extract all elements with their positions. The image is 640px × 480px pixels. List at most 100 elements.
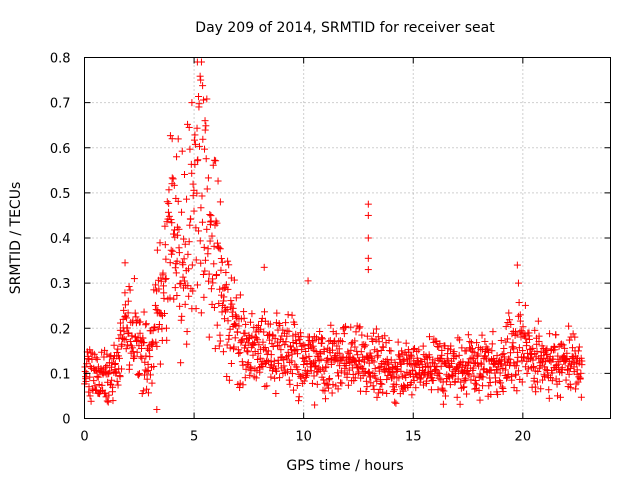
data-point [192, 256, 200, 264]
data-point [465, 358, 473, 366]
data-point [456, 336, 464, 344]
data-point [191, 161, 199, 169]
data-point [244, 339, 252, 347]
x-tick-label: 5 [190, 430, 198, 445]
data-point [98, 381, 106, 389]
data-point [140, 371, 148, 379]
data-point [383, 376, 391, 384]
data-point [184, 250, 192, 258]
data-point [342, 322, 350, 330]
data-point [260, 328, 268, 336]
data-point [356, 323, 364, 331]
data-point [458, 363, 466, 371]
data-point [282, 338, 290, 346]
data-point [488, 340, 496, 348]
data-point [155, 320, 163, 328]
data-point [196, 237, 204, 245]
data-point [204, 245, 212, 253]
data-point [485, 382, 493, 390]
data-point [384, 359, 392, 367]
data-point [466, 338, 474, 346]
data-point [115, 354, 123, 362]
data-point [537, 385, 545, 393]
data-point [408, 352, 416, 360]
data-point [281, 341, 289, 349]
data-point [513, 261, 521, 269]
data-point [391, 398, 399, 406]
data-point [379, 343, 387, 351]
data-point [191, 131, 199, 139]
data-point [334, 385, 342, 393]
data-point [179, 273, 187, 281]
data-point [548, 369, 556, 377]
data-point [195, 92, 203, 100]
x-tick-label: 20 [515, 430, 532, 445]
data-point [241, 374, 249, 382]
data-point [133, 348, 141, 356]
data-point [340, 330, 348, 338]
data-point [140, 338, 148, 346]
data-point [197, 309, 205, 317]
data-point [529, 344, 537, 352]
data-point [152, 338, 160, 346]
data-point [135, 371, 143, 379]
data-point [479, 373, 487, 381]
data-point [154, 325, 162, 333]
data-point [438, 351, 446, 359]
data-point [533, 378, 541, 386]
y-tick-label: 0.3 [50, 277, 71, 292]
data-point [215, 300, 223, 308]
data-point [113, 349, 121, 357]
data-point [163, 198, 171, 206]
data-point [273, 367, 281, 375]
data-point [143, 367, 151, 375]
data-point [136, 329, 144, 337]
data-point [203, 225, 211, 233]
data-point [571, 333, 579, 341]
data-point [355, 357, 363, 365]
data-point [313, 368, 321, 376]
data-point [334, 369, 342, 377]
data-point [151, 323, 159, 331]
data-point [355, 324, 363, 332]
data-point [505, 309, 513, 317]
data-point [201, 117, 209, 125]
data-point [142, 352, 150, 360]
data-point [199, 82, 207, 90]
data-point [224, 285, 232, 293]
data-point [298, 346, 306, 354]
data-point [351, 343, 359, 351]
data-point [166, 259, 174, 267]
data-point [347, 340, 355, 348]
data-point [193, 189, 201, 197]
data-point [398, 350, 406, 358]
data-point [156, 239, 164, 247]
data-point [302, 353, 310, 361]
data-point [435, 343, 443, 351]
data-point [215, 342, 223, 350]
data-point [262, 360, 270, 368]
data-point [252, 374, 260, 382]
data-point [120, 306, 128, 314]
data-point [215, 244, 223, 252]
data-point [202, 122, 210, 130]
data-point [146, 353, 154, 361]
data-point [347, 346, 355, 354]
data-point [309, 342, 317, 350]
data-point [358, 364, 366, 372]
data-point [529, 356, 537, 364]
data-point [192, 305, 200, 313]
data-point [473, 381, 481, 389]
data-point [189, 180, 197, 188]
data-point [241, 329, 249, 337]
data-point [387, 356, 395, 364]
data-point [344, 348, 352, 356]
data-point [484, 345, 492, 353]
data-point [321, 387, 329, 395]
data-point [534, 317, 542, 325]
data-point [322, 363, 330, 371]
data-point [288, 370, 296, 378]
data-point [313, 380, 321, 388]
data-point [208, 232, 216, 240]
data-point [157, 277, 165, 285]
